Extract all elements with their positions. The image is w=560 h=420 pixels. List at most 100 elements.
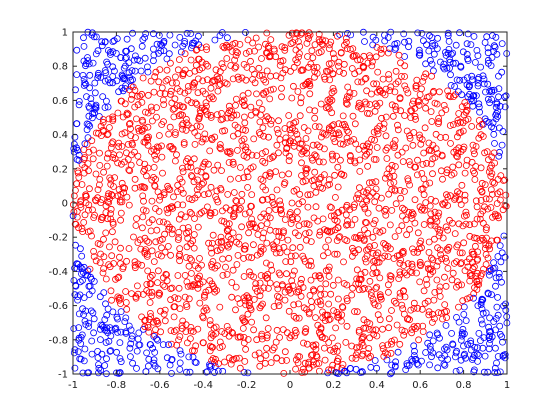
point-outside-circle xyxy=(418,30,426,37)
point-inside-circle xyxy=(361,218,369,226)
point-inside-circle xyxy=(267,86,275,94)
point-outside-circle xyxy=(163,55,171,63)
point-outside-circle xyxy=(442,52,450,59)
point-inside-circle xyxy=(281,348,289,356)
point-inside-circle xyxy=(235,175,243,182)
point-outside-circle xyxy=(483,33,491,41)
point-inside-circle xyxy=(242,345,250,353)
point-inside-circle xyxy=(255,99,263,107)
point-outside-circle xyxy=(78,252,86,260)
point-inside-circle xyxy=(138,224,146,232)
point-inside-circle xyxy=(293,30,301,37)
point-inside-circle xyxy=(377,194,385,202)
point-inside-circle xyxy=(308,303,316,311)
point-inside-circle xyxy=(273,326,281,334)
point-inside-circle xyxy=(442,254,449,262)
point-inside-circle xyxy=(276,206,284,214)
point-inside-circle xyxy=(405,158,413,165)
point-inside-circle xyxy=(465,255,473,263)
point-inside-circle xyxy=(217,233,225,241)
point-inside-circle xyxy=(146,299,154,306)
point-inside-circle xyxy=(249,241,257,249)
point-inside-circle xyxy=(315,328,323,336)
point-inside-circle xyxy=(163,220,171,228)
point-inside-circle xyxy=(203,203,211,211)
point-inside-circle xyxy=(211,209,219,216)
point-outside-circle xyxy=(343,369,351,377)
point-inside-circle xyxy=(227,360,235,368)
point-inside-circle xyxy=(151,73,159,81)
point-inside-circle xyxy=(296,112,304,120)
point-inside-circle xyxy=(420,73,428,81)
point-inside-circle xyxy=(432,145,440,153)
point-inside-circle xyxy=(241,210,249,218)
point-outside-circle xyxy=(134,335,142,343)
point-outside-circle xyxy=(429,349,437,357)
point-outside-circle xyxy=(139,36,147,43)
point-inside-circle xyxy=(452,194,459,202)
point-inside-circle xyxy=(406,134,414,142)
point-outside-circle xyxy=(352,365,360,373)
point-inside-circle xyxy=(343,297,351,305)
point-outside-circle xyxy=(411,347,418,355)
point-outside-circle xyxy=(491,43,499,51)
point-inside-circle xyxy=(402,216,410,224)
point-inside-circle xyxy=(387,349,395,357)
point-outside-circle xyxy=(415,46,423,54)
point-inside-circle xyxy=(285,307,293,315)
point-inside-circle xyxy=(373,144,381,151)
point-outside-circle xyxy=(129,359,137,367)
point-inside-circle xyxy=(164,182,172,190)
point-inside-circle xyxy=(280,180,288,188)
point-inside-circle xyxy=(348,342,356,350)
point-inside-circle xyxy=(360,284,368,292)
point-inside-circle xyxy=(161,248,169,256)
point-inside-circle xyxy=(292,46,300,54)
point-inside-circle xyxy=(374,88,381,96)
point-outside-circle xyxy=(70,140,78,148)
point-inside-circle xyxy=(199,77,207,85)
point-outside-circle xyxy=(488,88,496,96)
point-inside-circle xyxy=(255,64,263,72)
point-outside-circle xyxy=(491,139,498,147)
point-inside-circle xyxy=(211,264,219,272)
point-inside-circle xyxy=(488,237,496,245)
point-inside-circle xyxy=(188,173,196,181)
point-inside-circle xyxy=(303,40,311,47)
point-inside-circle xyxy=(373,127,381,135)
point-inside-circle xyxy=(397,194,405,202)
point-inside-circle xyxy=(319,215,327,223)
point-inside-circle xyxy=(121,158,128,166)
point-outside-circle xyxy=(477,316,485,324)
point-inside-circle xyxy=(266,226,274,234)
point-inside-circle xyxy=(330,134,338,142)
point-inside-circle xyxy=(194,75,202,83)
y-tick-label: -0.2 xyxy=(48,233,68,244)
point-outside-circle xyxy=(74,348,82,356)
point-inside-circle xyxy=(326,180,334,188)
point-inside-circle xyxy=(140,183,148,191)
point-outside-circle xyxy=(117,54,125,61)
point-inside-circle xyxy=(331,250,339,258)
point-inside-circle xyxy=(347,157,354,165)
point-inside-circle xyxy=(444,226,452,234)
point-inside-circle xyxy=(477,131,485,139)
point-outside-circle xyxy=(443,346,451,354)
point-inside-circle xyxy=(461,169,469,177)
point-outside-circle xyxy=(384,34,392,41)
point-inside-circle xyxy=(305,63,313,71)
point-inside-circle xyxy=(433,276,441,284)
point-inside-circle xyxy=(266,172,274,180)
point-outside-circle xyxy=(479,72,487,80)
point-inside-circle xyxy=(354,56,362,64)
point-inside-circle xyxy=(281,296,289,304)
point-inside-circle xyxy=(119,113,127,121)
point-outside-circle xyxy=(426,56,434,64)
point-inside-circle xyxy=(84,160,92,168)
point-inside-circle xyxy=(240,273,248,280)
point-inside-circle xyxy=(317,324,325,332)
point-inside-circle xyxy=(216,141,224,148)
point-outside-circle xyxy=(497,258,505,266)
point-inside-circle xyxy=(351,159,359,167)
point-outside-circle xyxy=(78,265,86,273)
